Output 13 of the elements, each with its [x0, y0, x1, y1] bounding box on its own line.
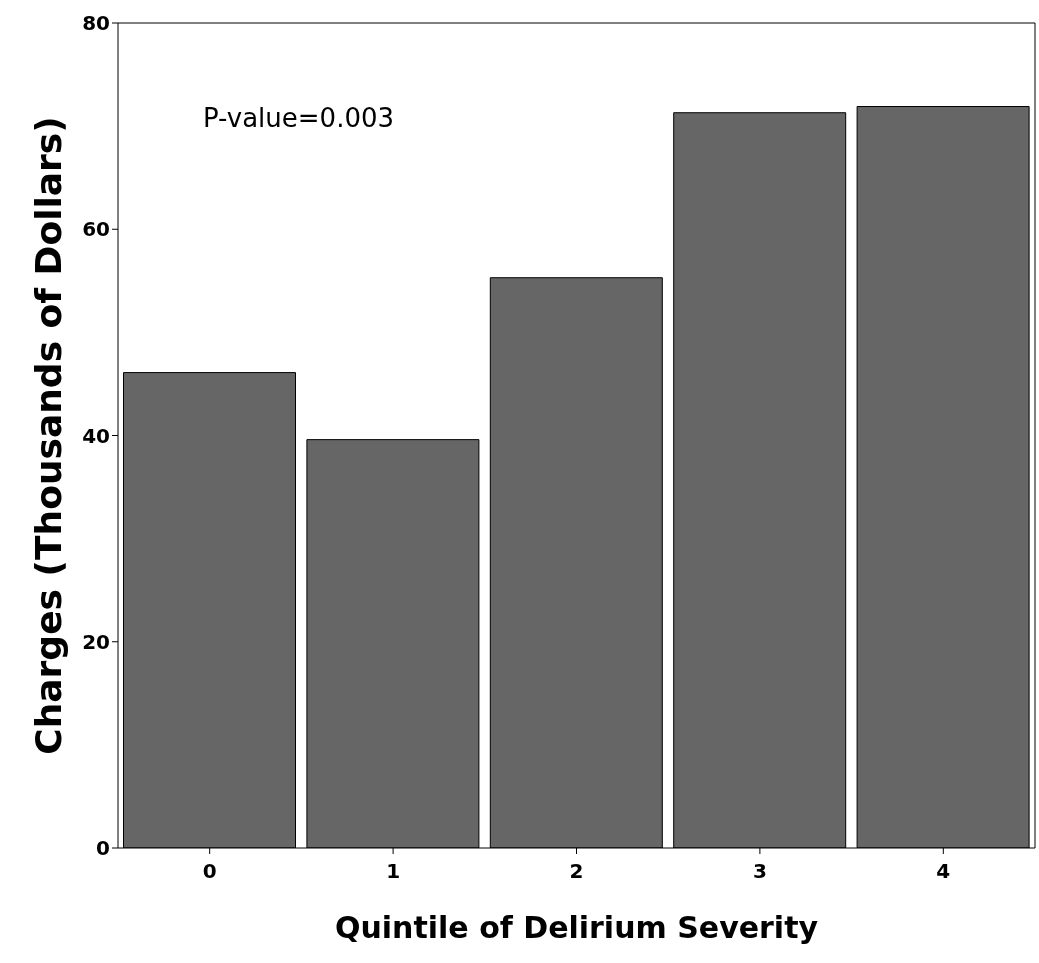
y-tick-label: 0	[96, 836, 110, 861]
y-tick-label: 40	[82, 423, 110, 448]
y-tick-label: 80	[82, 11, 110, 36]
x-tick-label: 0	[202, 859, 217, 884]
y-axis-title: Charges (Thousands of Dollars)	[27, 116, 69, 755]
annotation: P-value=0.003	[203, 103, 395, 133]
y-tick-label: 20	[82, 629, 110, 654]
x-tick-label: 4	[936, 859, 951, 884]
x-tick-label: 2	[569, 859, 584, 884]
x-axis-title: Quintile of Delirium Severity	[334, 910, 819, 945]
x-tick-label: 1	[386, 859, 401, 884]
y-tick-label: 60	[82, 217, 110, 242]
x-tick-label: 3	[752, 859, 767, 884]
